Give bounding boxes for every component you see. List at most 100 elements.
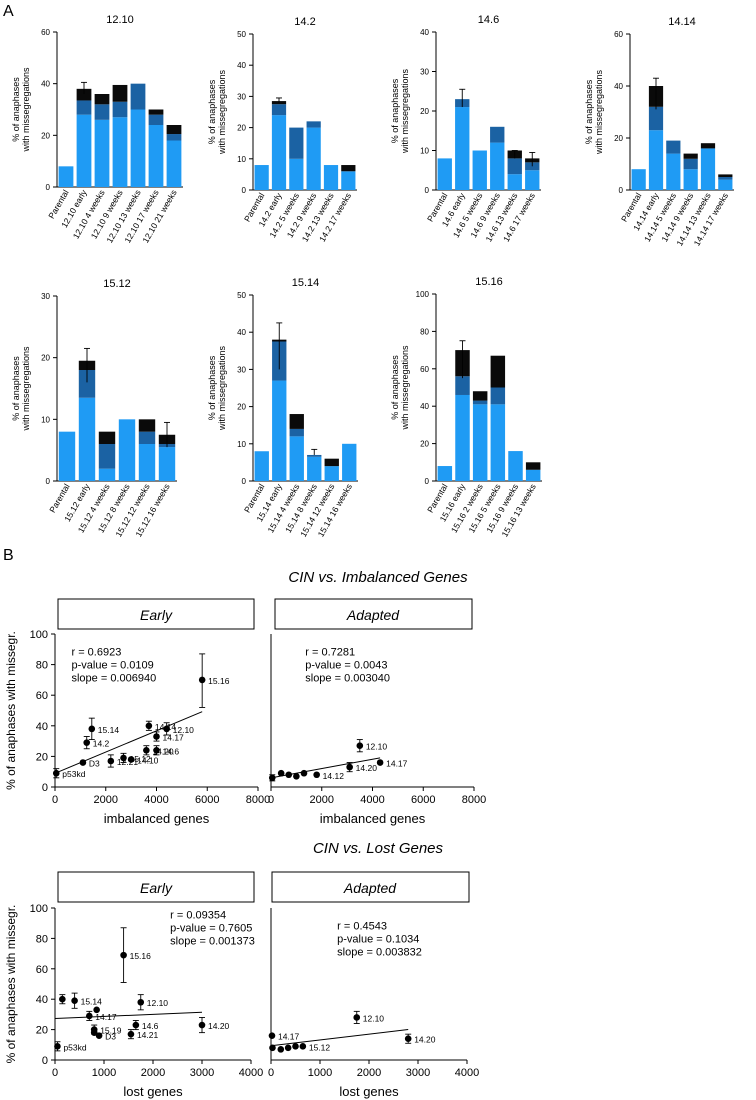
data-point (86, 1012, 93, 1020)
x-tick-label: 3000 (406, 1067, 430, 1079)
chart-title: 14.2 (294, 16, 315, 28)
title-lost: CIN vs. Lost Genes (313, 840, 444, 857)
bar-segment-light (98, 468, 116, 481)
bar-segment-light (58, 431, 76, 481)
point-label: 14.20 (356, 763, 378, 773)
facet-early-imbalanced: Early (57, 598, 255, 630)
y-tick-label: 20 (237, 403, 246, 412)
point-label: 14.20 (152, 746, 174, 756)
y-axis-label: % of anaphases (11, 77, 21, 142)
y-tick-label: 20 (420, 107, 429, 116)
y-tick-label: 40 (36, 994, 48, 1006)
y-tick-label: 80 (36, 933, 48, 945)
bar-segment-dark (324, 458, 339, 467)
data-point (284, 1044, 292, 1052)
point-label: 14.20 (208, 1021, 230, 1031)
y-tick-label: 20 (41, 354, 50, 363)
y-axis-label: with missegregations (217, 69, 227, 155)
data-point (198, 676, 206, 684)
x-tick-label: 3000 (190, 1067, 214, 1079)
data-point (83, 739, 91, 746)
bar-segment-light (455, 107, 470, 190)
data-point (277, 1046, 285, 1053)
data-point (90, 1029, 98, 1036)
point-label: 14.2 (93, 739, 110, 749)
data-point (127, 756, 135, 763)
y-axis-label: % of anaphases (11, 356, 21, 421)
data-point (277, 769, 285, 777)
x-tick-label: 0 (52, 794, 58, 806)
y-tick-label: 40 (237, 328, 246, 337)
data-point (88, 725, 96, 733)
point-label: 15.16 (130, 951, 152, 961)
bar-segment-light (525, 469, 541, 481)
y-tick-label: 40 (36, 721, 48, 733)
data-point (143, 746, 150, 754)
x-tick-label: 6000 (195, 794, 219, 806)
x-tick-label: 6000 (411, 794, 435, 806)
panel-label-a: A (3, 3, 14, 20)
y-tick-label: 0 (46, 183, 51, 192)
point-label: 15.12 (130, 754, 152, 764)
x-tick-label: 2000 (94, 794, 118, 806)
bar-segment-mid (455, 376, 470, 395)
point-label: p53kd (63, 1042, 86, 1052)
facet-early-lost: Early (57, 871, 255, 903)
bar-segment-mid (76, 100, 92, 115)
y-tick-label: 50 (237, 291, 246, 300)
bar-segment-light (323, 165, 339, 190)
x-tick-label: 2000 (357, 1067, 381, 1079)
x-tick-label: 4000 (360, 794, 384, 806)
y-tick-label: 0 (619, 186, 624, 195)
bar-segment-dark (700, 143, 716, 149)
bar-segment-dark (472, 391, 488, 401)
bar-segment-light (324, 466, 339, 481)
bar-segment-dark (138, 419, 156, 432)
y-tick-label: 40 (420, 28, 429, 37)
stat-text: r = 0.6923 (71, 646, 121, 658)
y-tick-label: 20 (36, 1025, 48, 1037)
point-label: 12.10 (173, 725, 195, 735)
y-axis-label: with missegregations (400, 68, 410, 154)
scatter-lost-early: 0 1000 2000 3000 4000 0 20 40 60 80 100 lost genes%… (4, 903, 263, 1099)
bar-segment-mid (271, 104, 287, 116)
y-tick-label: 100 (30, 903, 48, 915)
bar-segment-mid (148, 114, 164, 125)
facet-adapted-imbalanced: Adapted (274, 598, 473, 630)
bar-chart-14-14: 14.14 0 20 40 60 % of anaphases with missegreg… (584, 16, 734, 248)
data-point (145, 722, 153, 730)
x-tick-label: 4000 (144, 794, 168, 806)
stat-text: p-value = 0.1034 (337, 933, 419, 945)
point-label: 14.17 (163, 733, 185, 743)
bar-segment-dark (148, 109, 164, 115)
bar-segment-light (490, 404, 506, 481)
bar-segment-light (148, 125, 164, 187)
bar-segment-mid (289, 127, 304, 159)
y-tick-label: 0 (425, 477, 430, 486)
y-tick-label: 30 (420, 68, 429, 77)
bar-segment-light (525, 170, 540, 190)
data-point (300, 769, 308, 777)
x-tick-label: 0 (268, 1067, 274, 1079)
bar-segment-light (307, 456, 322, 481)
stat-text: slope = 0.003832 (337, 946, 422, 958)
bar-segment-light (58, 166, 74, 187)
point-label: p53kd (62, 769, 85, 779)
data-point (71, 997, 78, 1005)
y-axis-label: % of anaphases (390, 78, 400, 143)
data-point (93, 1006, 100, 1014)
bar-segment-light (166, 140, 182, 187)
bar-segment-dark (683, 153, 698, 159)
stat-text: p-value = 0.7605 (170, 923, 252, 935)
bar-segment-mid (138, 431, 156, 444)
data-point (163, 725, 170, 733)
x-tick-label: 2000 (141, 1067, 165, 1079)
facet-label: Early (140, 880, 173, 896)
y-axis-label: with missegregations (21, 346, 31, 432)
stat-text: r = 0.4543 (337, 920, 387, 932)
title-imbalanced: CIN vs. Imbalanced Genes (288, 569, 468, 586)
scatter-lost-adapted: 0 1000 2000 3000 4000 lost genes r = 0.4543p-v… (268, 908, 479, 1099)
bar-segment-light (700, 148, 716, 190)
y-tick-label: 40 (41, 80, 50, 89)
